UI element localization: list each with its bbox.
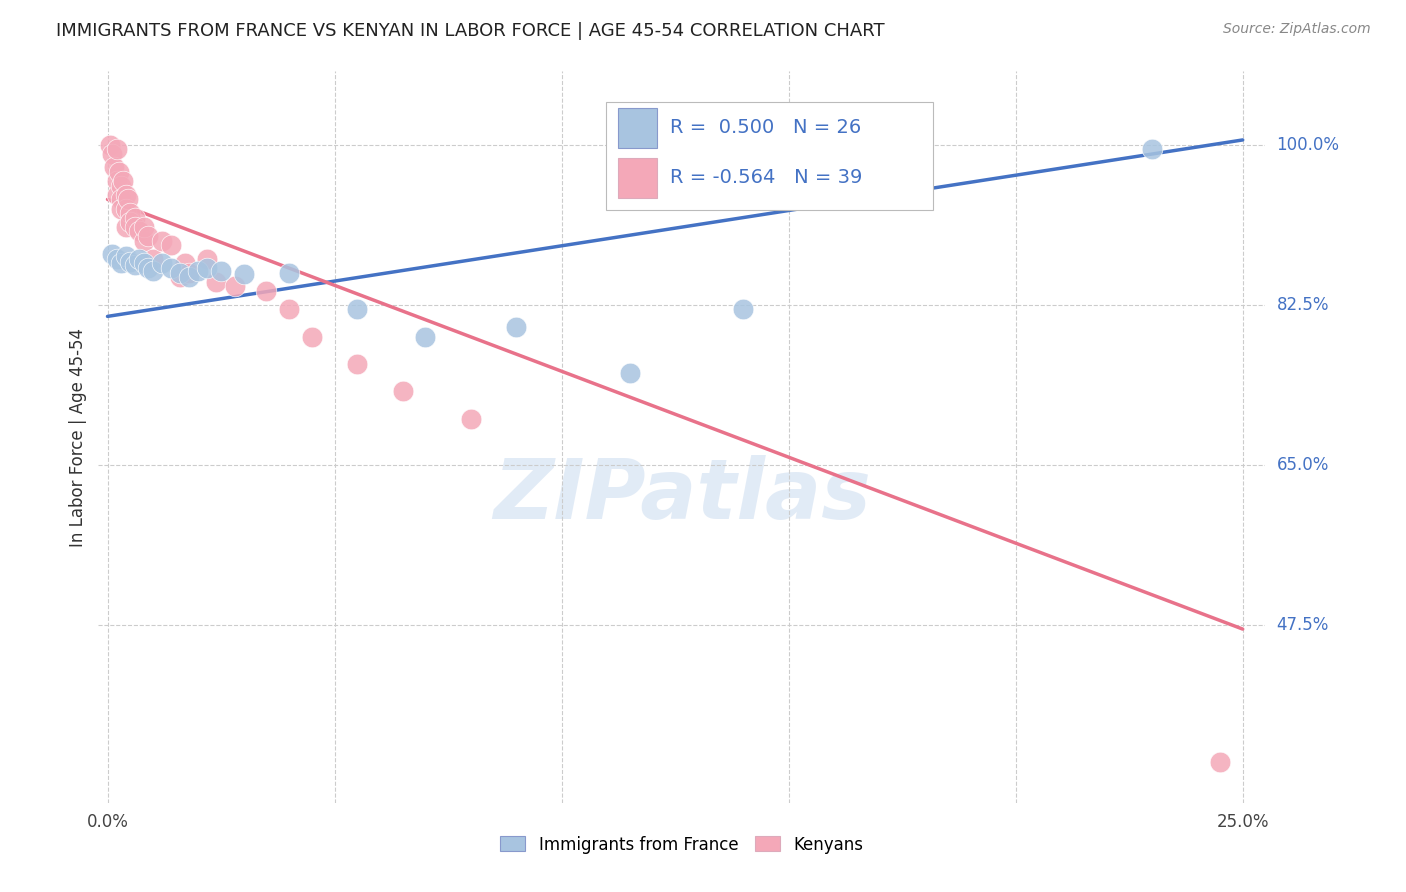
Point (460, 412, 482, 426)
Text: 82.5%: 82.5% (1277, 295, 1329, 313)
Y-axis label: In Labor Force | Age 45-54: In Labor Force | Age 45-54 (69, 327, 87, 547)
Point (114, 202, 136, 216)
Text: R = -0.564   N = 39: R = -0.564 N = 39 (671, 168, 863, 187)
Point (120, 215, 142, 229)
Point (110, 193, 132, 207)
Point (114, 219, 136, 234)
Point (132, 219, 155, 234)
Point (124, 211, 146, 225)
Text: IMMIGRANTS FROM FRANCE VS KENYAN IN LABOR FORCE | AGE 45-54 CORRELATION CHART: IMMIGRANTS FROM FRANCE VS KENYAN IN LABO… (56, 22, 884, 40)
Point (101, 146, 124, 161)
Point (197, 260, 219, 275)
Point (278, 301, 301, 317)
Text: 65.0%: 65.0% (1277, 456, 1329, 474)
Point (132, 234, 155, 248)
Point (209, 263, 232, 277)
Point (160, 238, 183, 252)
Point (101, 247, 124, 261)
Point (868, 174, 890, 188)
Point (128, 252, 150, 266)
Point (138, 228, 160, 243)
Point (197, 252, 219, 266)
Point (232, 268, 254, 282)
Text: 47.5%: 47.5% (1277, 615, 1329, 633)
Point (105, 252, 128, 266)
Point (1209, 755, 1232, 769)
Point (160, 260, 183, 275)
Point (346, 301, 368, 317)
Text: Source: ZipAtlas.com: Source: ZipAtlas.com (1223, 22, 1371, 37)
Text: 100.0%: 100.0% (1277, 136, 1340, 153)
Point (169, 270, 191, 285)
Point (205, 275, 228, 289)
Point (105, 174, 128, 188)
Point (179, 266, 201, 280)
Point (179, 270, 201, 285)
Point (110, 202, 132, 216)
Point (124, 219, 146, 234)
Point (114, 187, 136, 202)
Point (346, 357, 368, 371)
Point (150, 256, 173, 270)
Point (103, 161, 125, 175)
FancyBboxPatch shape (617, 108, 658, 148)
Point (278, 266, 301, 280)
Point (224, 279, 246, 293)
Point (1140, 142, 1163, 156)
Point (391, 384, 413, 399)
Point (117, 193, 139, 207)
Point (105, 142, 128, 156)
Point (173, 256, 195, 270)
Point (150, 234, 173, 248)
Legend: Immigrants from France, Kenyans: Immigrants from France, Kenyans (494, 829, 870, 860)
FancyBboxPatch shape (606, 102, 932, 211)
Point (619, 366, 641, 380)
Text: ZIPatlas: ZIPatlas (494, 455, 870, 536)
Point (110, 178, 132, 193)
Point (254, 284, 277, 298)
Point (105, 187, 128, 202)
Point (142, 263, 165, 277)
FancyBboxPatch shape (617, 158, 658, 198)
Point (112, 174, 135, 188)
Point (114, 249, 136, 263)
Point (110, 256, 132, 270)
Point (98, 137, 121, 152)
Point (124, 258, 146, 272)
Point (120, 206, 142, 220)
Point (505, 320, 527, 334)
Point (733, 301, 755, 317)
Point (187, 263, 209, 277)
Point (120, 254, 142, 268)
Point (128, 224, 150, 238)
Point (169, 266, 191, 280)
Point (132, 256, 155, 270)
Text: R =  0.500   N = 26: R = 0.500 N = 26 (671, 118, 862, 137)
Point (415, 329, 437, 343)
Point (301, 329, 323, 343)
Point (108, 165, 131, 179)
Point (142, 252, 165, 266)
Point (138, 260, 160, 275)
